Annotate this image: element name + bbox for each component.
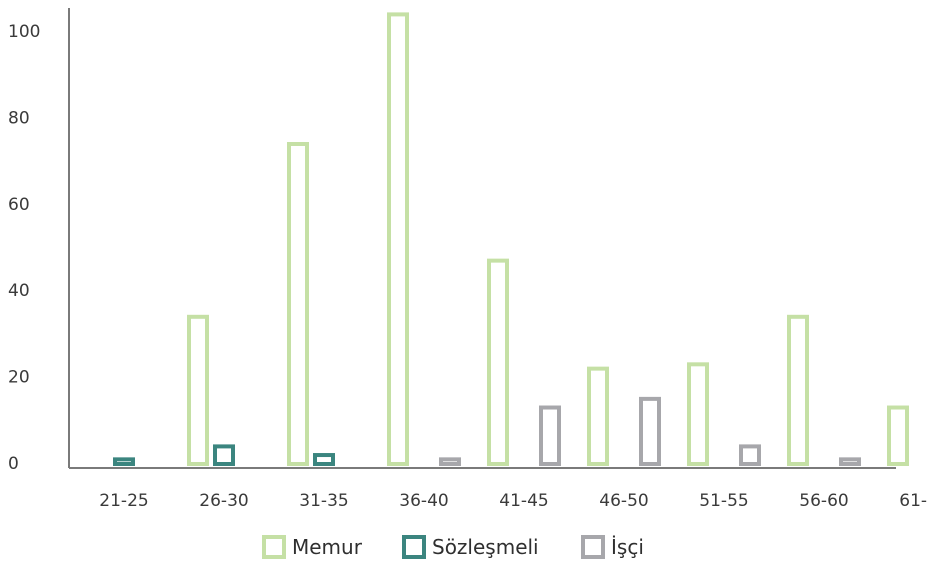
- y-tick-label: 100: [8, 22, 40, 42]
- y-tick-labels: 0 20 40 60 80 100: [8, 22, 40, 474]
- bar-memur-41-45: [487, 258, 509, 467]
- x-tick-labels: 21-25 26-30 31-35 36-40 41-45 46-50 51-55 56-60…: [99, 491, 928, 511]
- y-tick-label: 80: [8, 108, 30, 128]
- y-tick-label: 0: [8, 454, 19, 474]
- bar-memur-46-50: [587, 366, 609, 467]
- bars: [113, 12, 909, 467]
- axes: [68, 8, 896, 469]
- x-tick-label: 46-50: [599, 491, 648, 511]
- x-tick-label: 26-30: [199, 491, 248, 511]
- y-tick-label: 20: [8, 368, 30, 388]
- bar-i-şçi-41-45: [539, 405, 561, 466]
- legend-swatch: [262, 535, 286, 559]
- legend-swatch: [402, 535, 426, 559]
- bar-i-şçi-51-55: [739, 444, 761, 466]
- legend-swatch: [581, 535, 605, 559]
- bar-memur-26-30: [187, 314, 209, 466]
- legend-label: Memur: [292, 535, 363, 559]
- x-tick-label: 61-65: [899, 491, 928, 511]
- bar-i-şçi-36-40: [439, 457, 461, 466]
- x-tick-label: 36-40: [399, 491, 448, 511]
- bar-sözleşmeli-31-35: [313, 453, 335, 467]
- bar-sözleşmeli-26-30: [213, 444, 235, 466]
- y-tick-label: 40: [8, 281, 30, 301]
- bar-i-şçi-56-60: [839, 457, 861, 466]
- bar-memur-36-40: [387, 12, 409, 467]
- bar-memur-56-60: [787, 314, 809, 466]
- x-tick-label: 51-55: [699, 491, 748, 511]
- y-tick-label: 60: [8, 195, 30, 215]
- bar-i-şçi-46-50: [639, 396, 661, 467]
- bar-memur-51-55: [687, 362, 709, 467]
- legend-label: Sözleşmeli: [432, 535, 539, 559]
- x-tick-label: 31-35: [299, 491, 348, 511]
- bar-memur-61-65: [887, 405, 909, 466]
- legend: Memur Sözleşmeli İşçi: [262, 535, 644, 559]
- x-tick-label: 21-25: [99, 491, 148, 511]
- x-tick-label: 41-45: [499, 491, 548, 511]
- bar-memur-31-35: [287, 142, 309, 466]
- legend-label: İşçi: [611, 535, 644, 559]
- bar-sözleşmeli-21-25: [113, 457, 135, 466]
- x-tick-label: 56-60: [799, 491, 848, 511]
